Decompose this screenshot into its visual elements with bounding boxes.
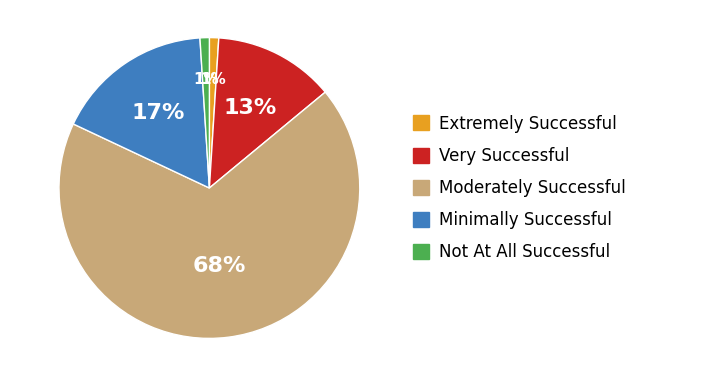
Wedge shape: [209, 38, 219, 188]
Wedge shape: [200, 38, 209, 188]
Wedge shape: [209, 38, 326, 188]
Text: 17%: 17%: [132, 103, 186, 123]
Text: 1%: 1%: [193, 72, 219, 87]
Text: 68%: 68%: [193, 256, 246, 276]
Text: 1%: 1%: [200, 72, 226, 87]
Text: 13%: 13%: [224, 98, 277, 118]
Wedge shape: [59, 92, 360, 338]
Legend: Extremely Successful, Very Successful, Moderately Successful, Minimally Successf: Extremely Successful, Very Successful, M…: [413, 115, 626, 261]
Wedge shape: [74, 38, 209, 188]
